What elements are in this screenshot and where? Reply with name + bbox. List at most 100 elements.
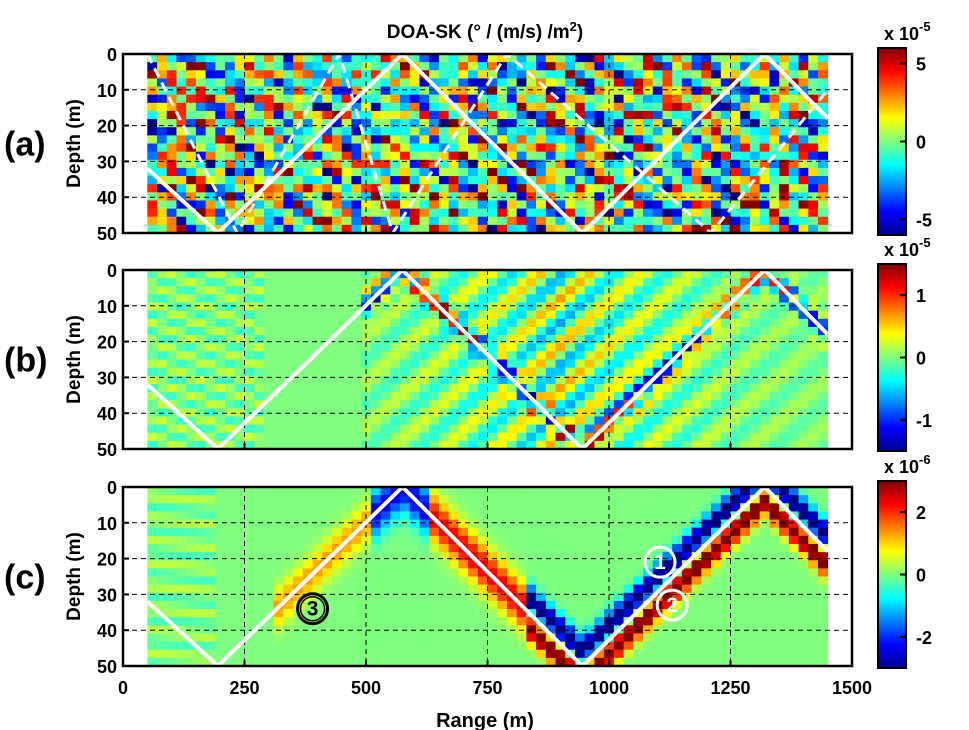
heatmap-cell [195,584,207,594]
heatmap-cell [176,176,187,185]
heatmap-cell [322,94,333,104]
heatmap-cell [817,143,829,153]
heatmap-cell [215,167,226,177]
heatmap-cell [186,408,197,417]
heatmap-cell [322,400,333,409]
heatmap-cell [565,200,576,209]
heatmap-cell [730,592,741,602]
heatmap-cell [176,527,187,537]
heatmap-cell [176,208,187,218]
heatmap-cell [263,657,275,667]
heatmap-cell [166,94,177,104]
heatmap-cell [166,592,177,602]
heatmap-cell [798,511,809,520]
heatmap-cell [749,200,761,209]
heatmap-cell [788,535,799,545]
heatmap-cell [215,400,226,409]
heatmap-cell [302,310,313,320]
heatmap-cell [672,383,683,393]
heatmap-cell [633,94,644,104]
heatmap-cell [730,224,741,234]
heatmap-cell [740,86,751,96]
heatmap-cell [759,633,770,642]
heatmap-cell [798,657,809,667]
heatmap-cell [448,487,459,496]
heatmap-cell [701,102,712,112]
heatmap-cell [536,543,547,553]
heatmap-cell [652,535,663,545]
heatmap-cell [623,392,634,401]
heatmap-cell [419,600,430,610]
heatmap-cell [205,641,216,651]
heatmap-cell [380,286,391,295]
heatmap-cell [526,641,537,651]
heatmap-cell [429,503,440,512]
heatmap-cell [672,392,683,401]
heatmap-cell [769,351,780,360]
heatmap-cell [370,278,381,287]
heatmap-cell [302,343,313,352]
heatmap-cell [380,633,391,642]
y-tick-label: 30 [97,152,117,172]
heatmap-cell [506,519,518,529]
heatmap-cell [633,576,644,586]
heatmap-cell [817,649,829,659]
heatmap-cell [293,294,304,303]
heatmap-cell [293,633,304,642]
heatmap-cell [526,432,537,442]
heatmap-cell [594,351,605,360]
heatmap-cell [205,184,216,193]
heatmap-cell [808,184,819,193]
heatmap-cell [477,192,488,201]
heatmap-cell [341,375,352,385]
heatmap-cell [370,184,381,193]
heatmap-cell [234,432,245,442]
heatmap-cell [808,151,819,161]
heatmap-cell [322,119,333,128]
heatmap-cell [623,359,634,369]
heatmap-cell [584,70,595,79]
heatmap-cell [506,78,518,87]
heatmap-cell [817,102,829,112]
heatmap-cell [419,527,430,537]
heatmap-cell [400,503,411,512]
heatmap-cell [263,62,275,71]
heatmap-cell [798,503,809,512]
heatmap-cell [370,641,381,651]
heatmap-cell [244,167,255,177]
heatmap-cell [448,432,459,442]
heatmap-cell [254,343,265,352]
heatmap-cell [487,159,498,169]
heatmap-cell [643,657,654,667]
heatmap-cell [681,151,693,161]
heatmap-cell [545,367,556,377]
heatmap-cell [672,127,683,136]
heatmap-cell [691,151,702,161]
heatmap-cell [662,351,673,360]
heatmap-cell [681,633,693,642]
heatmap-cell [195,392,207,401]
heatmap-cell [225,560,236,569]
heatmap-cell [555,592,566,602]
heatmap-cell [205,270,216,279]
heatmap-cell [234,94,245,104]
heatmap-cell [487,110,498,120]
heatmap-cell [817,535,829,545]
heatmap-cell [516,527,527,537]
heatmap-cell [419,633,430,642]
heatmap-cell [749,294,761,303]
heatmap-cell [448,200,459,209]
heatmap-cell [176,343,187,352]
heatmap-cell [497,216,508,226]
heatmap-cell [798,487,809,496]
heatmap-cell [166,294,177,303]
heatmap-cell [438,592,450,602]
heatmap-cell [273,432,284,442]
heatmap-cell [351,70,362,79]
heatmap-cell [390,318,401,328]
heatmap-cell [429,511,440,520]
heatmap-cell [468,127,479,136]
heatmap-cell [205,102,216,112]
heatmap-cell [254,609,265,618]
heatmap-cell [623,143,634,153]
